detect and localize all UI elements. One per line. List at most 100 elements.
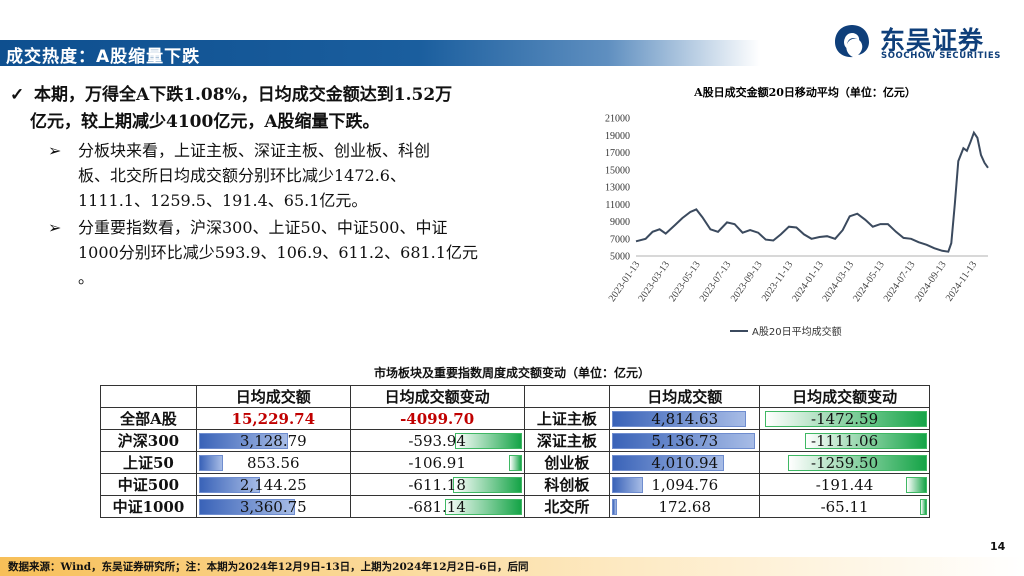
row-label: 深证主板 bbox=[523, 429, 611, 452]
row-label: 上证50 bbox=[100, 451, 197, 474]
main-bullet: ✓ 本期，万得全A下跌1.08%，日均成交金额达到1.52万 亿元，较上期减少4… bbox=[10, 82, 570, 136]
header-blank-right bbox=[523, 385, 611, 408]
chart-title: A股日成交金额20日移动平均（单位：亿元） bbox=[693, 85, 916, 99]
table-row: 全部A股 15,229.74 -4099.70 上证主板 4,814.63 -1472.5… bbox=[100, 407, 930, 430]
header-amount-left: 日均成交额 bbox=[195, 385, 351, 408]
page-title: 成交热度：A股缩量下跌 bbox=[6, 47, 201, 67]
y-tick-label: 13000 bbox=[605, 183, 630, 194]
amount-cell: 5,136.73 bbox=[609, 429, 761, 452]
amount-bar bbox=[612, 476, 643, 493]
y-tick-label: 19000 bbox=[605, 131, 630, 142]
change-value: -593.94 bbox=[408, 431, 466, 450]
turnover-chart: A股日成交金额20日移动平均（单位：亿元） 5000 7000 9000 11000 1… bbox=[580, 84, 1000, 348]
change-value: -65.11 bbox=[820, 497, 869, 516]
logo-name-cn: 东吴证券 bbox=[880, 26, 985, 55]
amount-value: 3,128.79 bbox=[239, 431, 307, 450]
page-number: 14 bbox=[990, 540, 1006, 553]
amount-bar bbox=[198, 454, 224, 471]
header-amount-right: 日均成交额 bbox=[609, 385, 761, 408]
y-tick-label: 11000 bbox=[605, 200, 630, 211]
amount-bar bbox=[612, 454, 724, 471]
change-value: -611.18 bbox=[408, 475, 466, 494]
amount-value: 1,094.76 bbox=[651, 475, 719, 494]
amount-cell: 3,360.75 bbox=[195, 495, 351, 518]
arrow-bullet-icon: ➢ bbox=[48, 141, 62, 160]
table-title: 市场板块及重要指数周度成交额变动（单位：亿元） bbox=[373, 366, 650, 380]
amount-bar bbox=[198, 476, 261, 493]
change-bar bbox=[444, 498, 522, 515]
sub-bullet-indices: ➢ 分重要指数看，沪深300、上证50、中证500、中证 1000分别环比减少5… bbox=[10, 215, 570, 290]
row-label: 创业板 bbox=[523, 451, 611, 474]
change-value: -1111.06 bbox=[811, 431, 879, 450]
footer-bar: 数据来源：Wind，东吴证券研究所；注：本期为2024年12月9日-13日，上期… bbox=[0, 557, 1024, 576]
y-tick-label: 9000 bbox=[610, 217, 630, 228]
series-line bbox=[635, 130, 989, 253]
table-row: 沪深300 3,128.79 -593.94 深证主板 5,136.73 -1111.06 bbox=[100, 429, 930, 452]
change-value: -1259.50 bbox=[811, 453, 879, 472]
change-cell: -1259.50 bbox=[759, 451, 930, 474]
main-bullet-line-1: 本期，万得全A下跌1.08%，日均成交金额达到1.52万 bbox=[34, 85, 453, 105]
sub-bullet-1-line-2: 板、北交所日均成交额分别环比减少1472.6、 bbox=[78, 166, 406, 185]
table-row: 中证1000 3,360.75 -681.14 北交所 172.68 -65.11 bbox=[100, 495, 930, 518]
amount-value: 4,814.63 bbox=[651, 409, 719, 428]
row-label: 科创板 bbox=[523, 473, 611, 496]
change-cell: -191.44 bbox=[759, 473, 930, 496]
amount-value: 3,360.75 bbox=[239, 497, 307, 516]
amount-cell: 3,128.79 bbox=[195, 429, 351, 452]
amount-cell: 1,094.76 bbox=[609, 473, 761, 496]
change-cell: -4099.70 bbox=[349, 407, 525, 430]
sub-bullet-2-line-1: 分重要指数看，沪深300、上证50、中证500、中证 bbox=[78, 218, 448, 237]
amount-cell: 172.68 bbox=[609, 495, 761, 518]
amount-value: 853.56 bbox=[247, 453, 300, 472]
row-label: 中证1000 bbox=[100, 495, 197, 518]
amount-cell: 4,010.94 bbox=[609, 451, 761, 474]
amount-bar bbox=[198, 498, 295, 515]
change-cell: -681.14 bbox=[349, 495, 525, 518]
sub-bullet-2-line-3: 。 bbox=[78, 268, 95, 287]
y-tick-label: 7000 bbox=[610, 234, 630, 245]
header-blank bbox=[100, 385, 197, 408]
change-value: -191.44 bbox=[815, 475, 874, 494]
change-cell: -593.94 bbox=[349, 429, 525, 452]
sub-bullet-2-line-2: 1000分别环比减少593.9、106.9、611.2、681.1亿元 bbox=[78, 243, 478, 262]
y-tick-label: 21000 bbox=[605, 114, 630, 125]
row-label: 全部A股 bbox=[100, 407, 197, 430]
summary-bullets: ✓ 本期，万得全A下跌1.08%，日均成交金额达到1.52万 亿元，较上期减少4… bbox=[10, 82, 570, 290]
change-bar bbox=[454, 432, 522, 449]
row-label: 沪深300 bbox=[100, 429, 197, 452]
change-cell: -106.91 bbox=[349, 451, 525, 474]
table-header-row: 日均成交额 日均成交额变动 日均成交额 日均成交额变动 bbox=[100, 385, 930, 408]
amount-value: 2,144.25 bbox=[239, 475, 307, 494]
y-tick-label: 5000 bbox=[610, 252, 630, 263]
change-bar bbox=[804, 432, 927, 449]
logo-swirl-icon bbox=[835, 25, 869, 58]
change-cell: -611.18 bbox=[349, 473, 525, 496]
amount-value: 4,010.94 bbox=[651, 453, 719, 472]
amount-bar bbox=[612, 432, 756, 449]
main-bullet-line-2: 亿元，较上期减少4100亿元，A股缩量下跌。 bbox=[30, 112, 380, 132]
legend-label: A股20日平均成交额 bbox=[752, 325, 842, 338]
company-logo: 东吴证券 SOOCHOW SECURITIES bbox=[832, 22, 1012, 62]
amount-cell: 853.56 bbox=[195, 451, 351, 474]
arrow-bullet-icon: ➢ bbox=[48, 218, 62, 237]
turnover-table: 日均成交额 日均成交额变动 日均成交额 日均成交额变动 全部A股 15,229.7… bbox=[100, 385, 930, 518]
amount-cell: 4,814.63 bbox=[609, 407, 761, 430]
change-cell: -1111.06 bbox=[759, 429, 930, 452]
change-bar bbox=[919, 498, 927, 515]
turnover-chart-svg: A股日成交金额20日移动平均（单位：亿元） 5000 7000 9000 11000 1… bbox=[605, 85, 989, 338]
x-tick-label: 2024-11-13 bbox=[944, 259, 980, 303]
header-change-left: 日均成交额变动 bbox=[349, 385, 525, 408]
y-tick-label: 15000 bbox=[605, 165, 630, 176]
amount-value: 172.68 bbox=[658, 497, 712, 516]
amount-cell: 2,144.25 bbox=[195, 473, 351, 496]
y-tick-label: 17000 bbox=[605, 148, 630, 159]
change-value: -4099.70 bbox=[400, 409, 475, 428]
amount-value: 5,136.73 bbox=[651, 431, 719, 450]
change-value: -1472.59 bbox=[811, 409, 879, 428]
change-cell: -1472.59 bbox=[759, 407, 930, 430]
amount-value: 15,229.74 bbox=[231, 409, 316, 428]
data-source-note: 数据来源：Wind，东吴证券研究所；注：本期为2024年12月9日-13日，上期… bbox=[8, 561, 529, 573]
change-bar bbox=[452, 476, 522, 493]
change-bar bbox=[788, 454, 927, 471]
change-bar bbox=[764, 410, 927, 427]
